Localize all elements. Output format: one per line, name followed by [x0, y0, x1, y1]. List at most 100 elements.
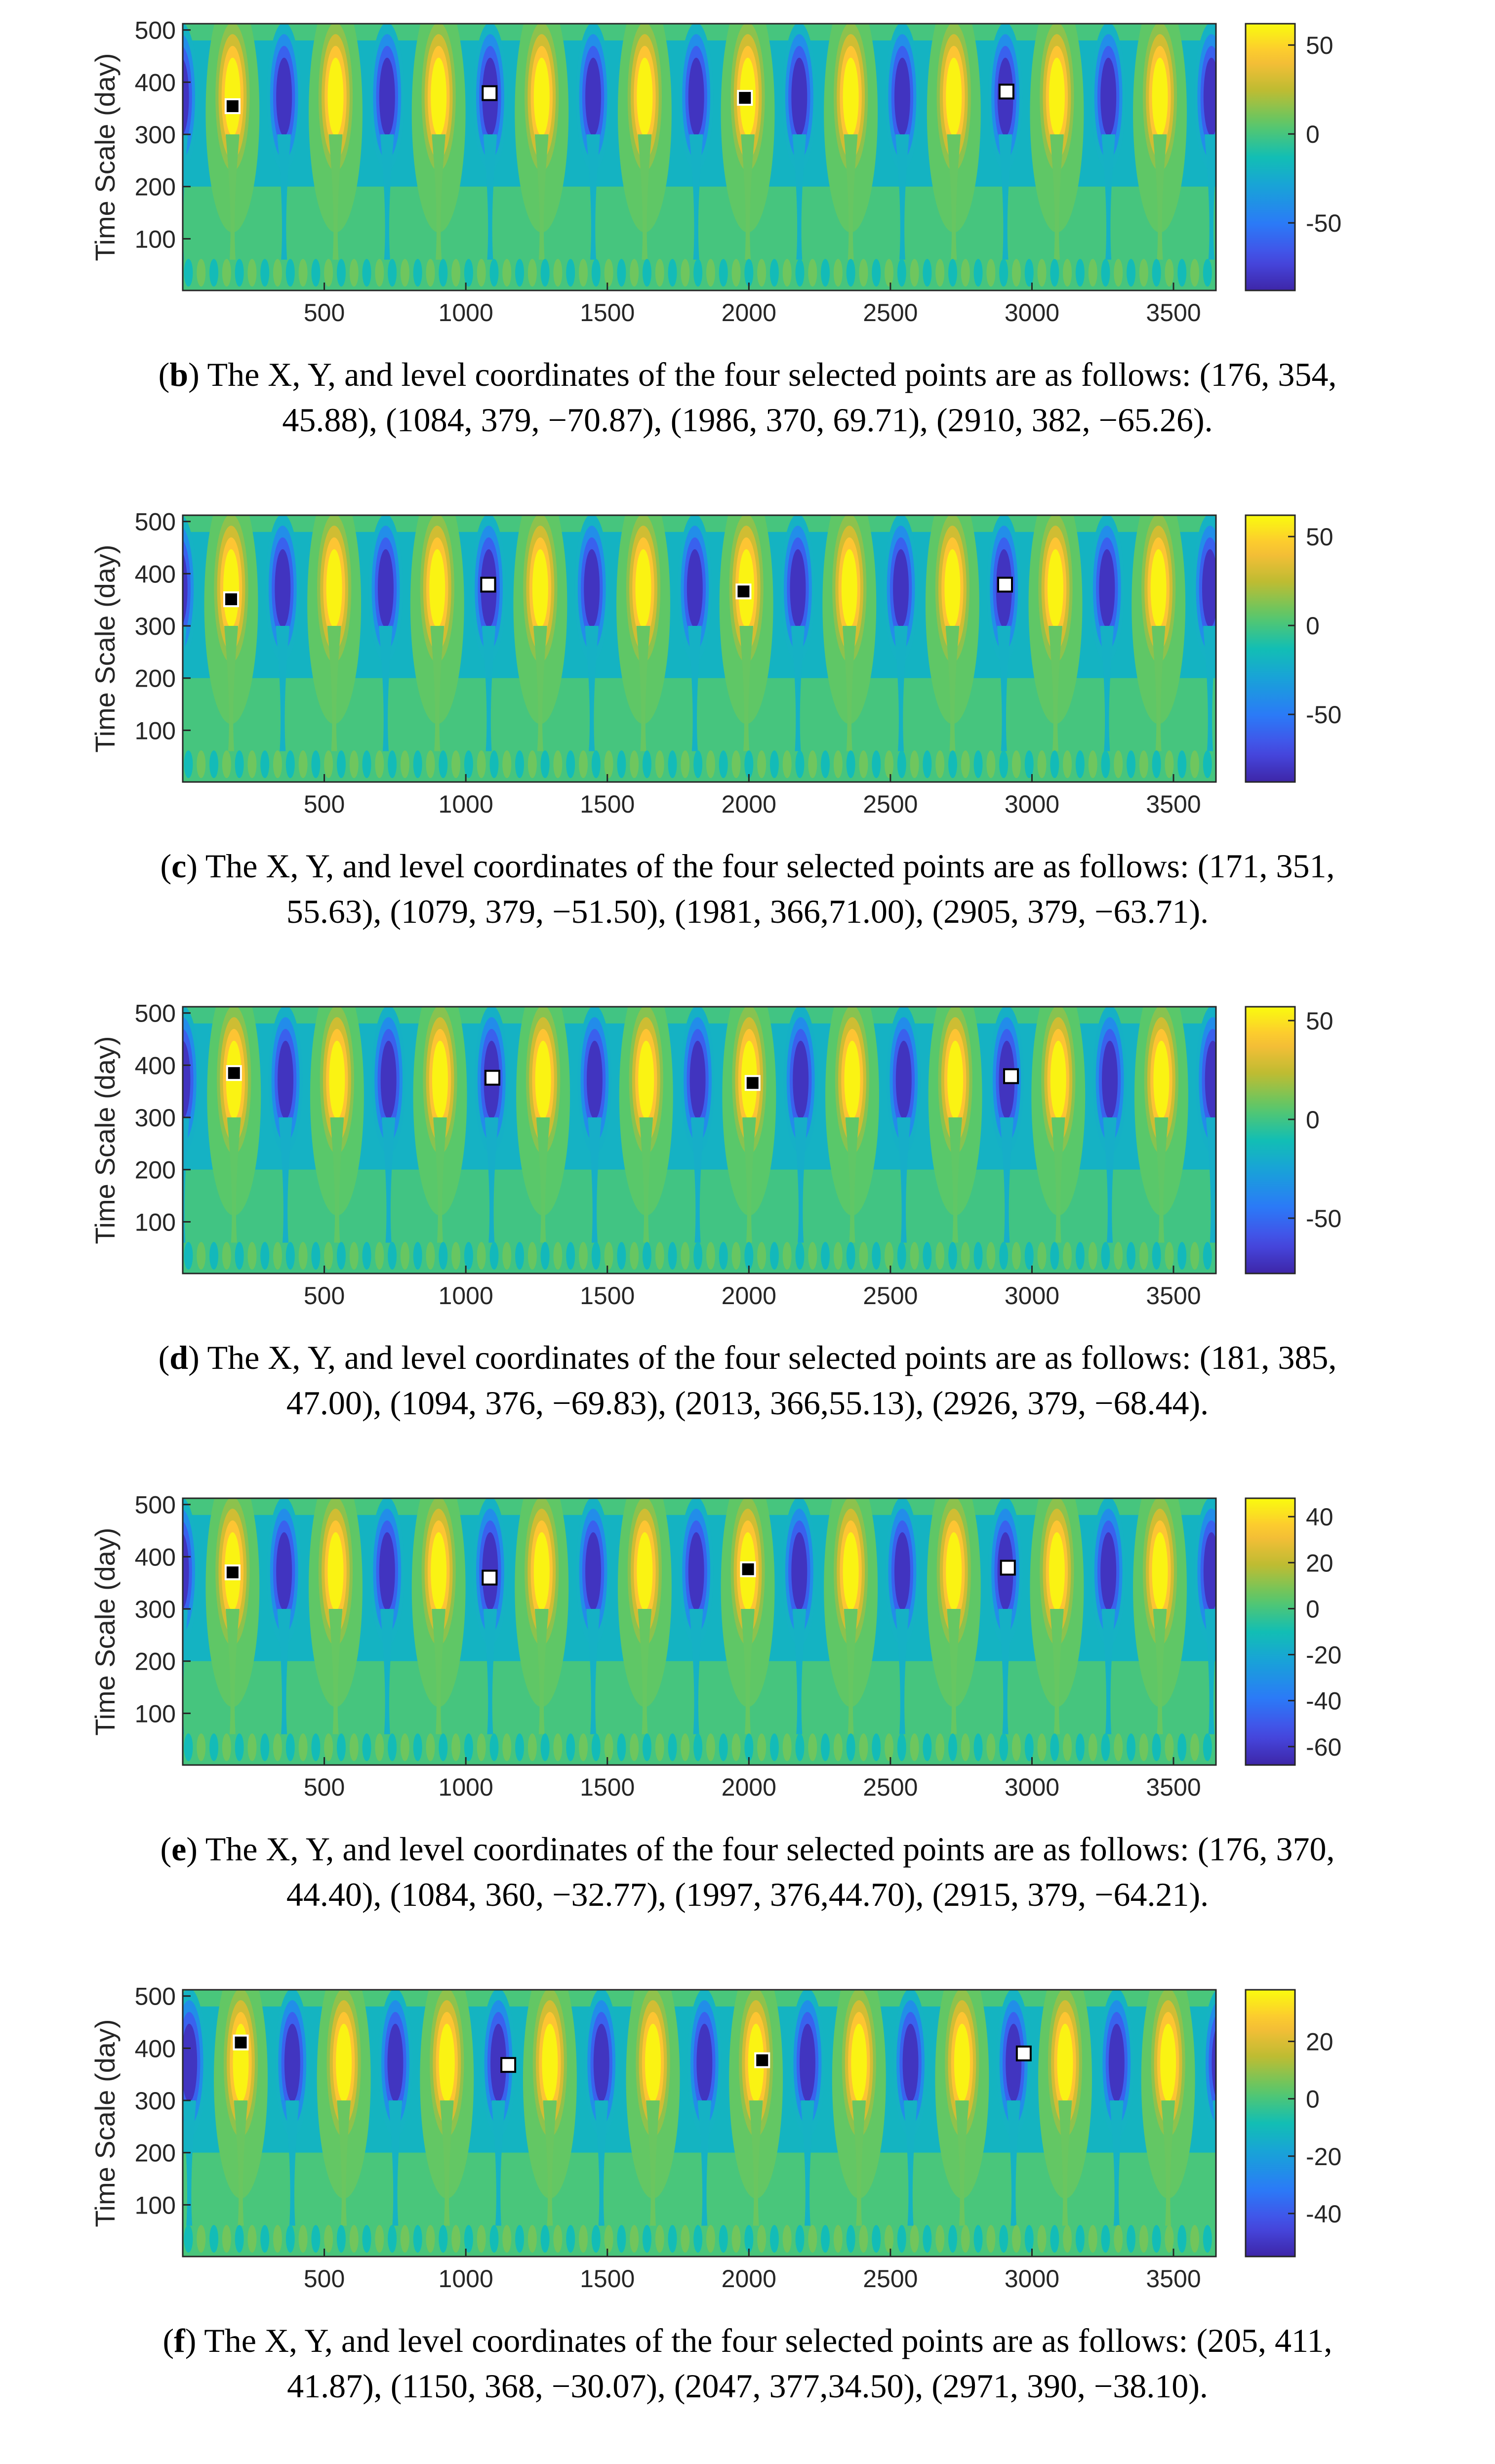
small-scale-feature	[566, 1733, 575, 1762]
heatmap-field	[183, 1990, 1216, 2253]
panel-c-caption-line-1: (c) The X, Y, and level coordinates of t…	[0, 843, 1495, 889]
selected-point-1	[224, 1564, 241, 1581]
small-scale-feature	[782, 259, 792, 287]
lobe-tail	[380, 134, 394, 260]
x-tick-label: 1000	[439, 1773, 493, 1801]
lobe-tail	[845, 1117, 859, 1243]
small-scale-feature	[247, 259, 257, 287]
small-scale-feature	[821, 750, 830, 779]
panel-d-chart: 500 1000 1500 2000 2500 3000 35001002003004005…	[89, 1003, 1341, 1314]
small-scale-feature	[642, 750, 651, 779]
lobe-tail	[739, 626, 754, 751]
small-scale-feature	[515, 259, 525, 287]
lobe-tail	[1153, 1609, 1167, 1734]
small-scale-feature	[260, 259, 270, 287]
colorbar-tick-label: 50	[1306, 523, 1333, 551]
small-scale-feature	[948, 2225, 957, 2253]
lobe-tail	[432, 134, 446, 260]
lobe-tail	[638, 1609, 652, 1734]
x-axis-label: Time (day)	[634, 2296, 765, 2297]
small-scale-feature	[349, 2225, 359, 2253]
small-scale-feature	[502, 750, 512, 779]
small-scale-feature	[388, 750, 397, 779]
y-tick-label: 300	[135, 2087, 176, 2115]
small-scale-feature	[808, 1733, 817, 1762]
negative-lobe-level-3	[1108, 2023, 1125, 2102]
lobe-tail	[432, 1609, 446, 1734]
negative-lobe-level-3	[894, 1532, 910, 1611]
small-scale-feature	[872, 1242, 881, 1270]
lobe-tail	[276, 626, 290, 751]
x-tick-label: 2000	[722, 1773, 776, 1801]
small-scale-feature	[973, 2225, 983, 2253]
small-scale-feature	[311, 259, 321, 287]
caption-text: ) The X, Y, and level coordinates of the…	[185, 2322, 1333, 2359]
panel-c-caption-line-2: 55.63), (1079, 379, −51.50), (1981, 366,…	[286, 893, 1209, 930]
small-scale-feature	[731, 1242, 741, 1270]
negative-lobe-level-3	[183, 1533, 189, 1610]
small-scale-feature	[706, 1242, 715, 1270]
y-tick-label: 300	[135, 1596, 176, 1623]
colorbar-tick-label: -40	[1306, 1687, 1341, 1715]
small-scale-feature	[604, 2225, 613, 2253]
small-scale-feature	[375, 2225, 384, 2253]
selected-point-3	[740, 1561, 756, 1577]
lobe-tail	[430, 626, 444, 751]
small-scale-feature	[464, 259, 473, 287]
positive-lobe-level-3	[645, 2023, 661, 2102]
x-tick-label: 3000	[1005, 1773, 1059, 1801]
small-scale-feature	[1139, 750, 1148, 779]
positive-lobe-level-3	[954, 2023, 970, 2102]
small-scale-feature	[591, 750, 601, 779]
negative-lobe-level-3	[284, 2023, 300, 2102]
small-scale-feature	[1203, 1242, 1212, 1270]
small-scale-feature	[336, 750, 346, 779]
small-scale-feature	[1190, 259, 1200, 287]
lobe-tail	[1206, 1117, 1216, 1243]
small-scale-feature	[859, 1242, 868, 1270]
lobe-tail	[587, 1117, 602, 1243]
small-scale-feature	[1075, 1733, 1085, 1762]
y-tick-label: 400	[135, 560, 176, 588]
small-scale-feature	[197, 750, 206, 779]
small-scale-feature	[591, 259, 601, 287]
small-scale-feature	[553, 1242, 563, 1270]
small-scale-feature	[1037, 1242, 1047, 1270]
small-scale-feature	[782, 1733, 792, 1762]
small-scale-feature	[324, 2225, 333, 2253]
lobe-tail	[388, 2100, 403, 2226]
colorbar-tick-label: -20	[1306, 1642, 1341, 1669]
x-tick-label: 2500	[863, 790, 918, 818]
small-scale-feature	[1203, 259, 1212, 287]
small-scale-feature	[999, 1242, 1009, 1270]
small-scale-feature	[808, 259, 817, 287]
small-scale-feature	[400, 259, 409, 287]
small-scale-feature	[413, 259, 422, 287]
small-scale-feature	[757, 259, 767, 287]
lobe-tail	[586, 1609, 601, 1734]
small-scale-feature	[502, 259, 512, 287]
negative-lobe-level-3	[1006, 2023, 1022, 2102]
small-scale-feature	[527, 259, 537, 287]
small-scale-feature	[260, 1242, 270, 1270]
small-scale-feature	[859, 1733, 868, 1762]
small-scale-feature	[1088, 1733, 1097, 1762]
small-scale-feature	[298, 2225, 308, 2253]
lobe-tail	[1103, 1117, 1117, 1243]
small-scale-feature	[986, 750, 996, 779]
y-tick-label: 500	[135, 511, 176, 536]
lobe-tail	[955, 2100, 969, 2226]
positive-lobe-level-3	[431, 1532, 447, 1611]
x-tick-label: 3000	[1005, 2265, 1059, 2293]
negative-lobe-level-3	[377, 549, 394, 628]
lobe-tail	[689, 134, 703, 260]
small-scale-feature	[757, 750, 767, 779]
small-scale-feature	[273, 1733, 283, 1762]
small-scale-feature	[1203, 2225, 1212, 2253]
small-scale-feature	[782, 750, 792, 779]
small-scale-feature	[630, 2225, 639, 2253]
small-scale-feature	[464, 1242, 473, 1270]
small-scale-feature	[681, 2225, 690, 2253]
small-scale-feature	[731, 259, 741, 287]
